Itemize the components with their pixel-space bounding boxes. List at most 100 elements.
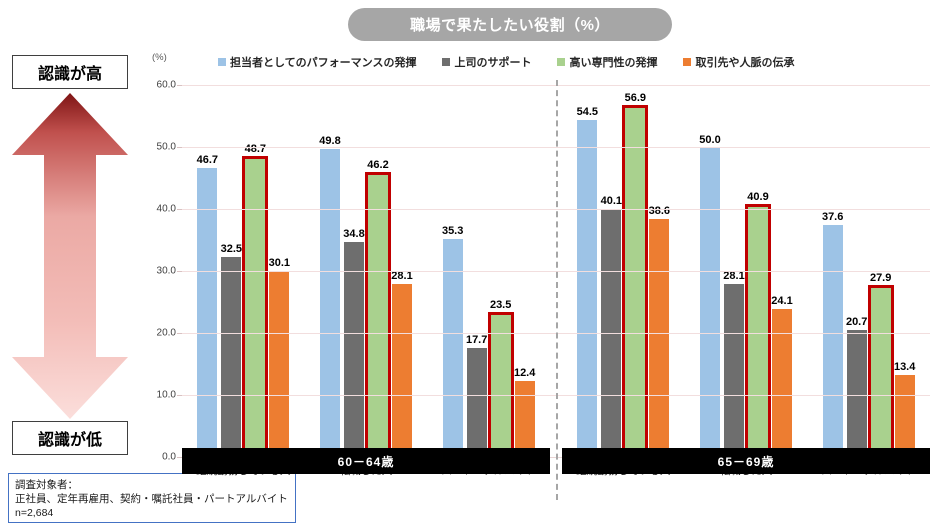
bar-slot: 24.1 (771, 86, 793, 458)
bar-value-label: 54.5 (576, 106, 599, 119)
bar-value-label: 35.3 (441, 225, 464, 238)
bar[interactable]: 28.1 (723, 270, 745, 458)
panel-age-60-64: 46.732.548.730.1継続勤務している人49.834.846.228.… (182, 86, 550, 477)
bar-group-bars: 35.3 17.7 23.5 12.4 (427, 86, 550, 458)
bar-slot: 40.1 (601, 86, 622, 458)
age-band-label-1: 65－69歳 (562, 448, 930, 474)
bar-slot: 28.1 (723, 86, 745, 458)
bar-value-label: 49.8 (319, 135, 341, 148)
bar-group-bars: 49.8 34.8 46.2 28.1 (305, 86, 428, 458)
bar-value-label: 28.1 (391, 269, 413, 282)
bar-value-label: 17.7 (465, 334, 488, 347)
y-axis-tick-mark (177, 209, 182, 210)
bar-slot: 56.9 (622, 86, 649, 458)
chart-legend: 担当者としてのパフォーマンスの発揮 上司のサポート 高い専門性の発揮 取引先や人脈の伝… (218, 54, 794, 70)
bar-slot: 20.7 (846, 86, 867, 458)
bar-slot: 40.9 (744, 86, 771, 458)
footnote-line-2: 正社員、定年再雇用、契約・嘱託社員・パートアルバイト (15, 493, 288, 506)
y-axis-tick-label: 30.0 (156, 265, 176, 277)
legend-item-label: 担当者としてのパフォーマンスの発揮 (230, 57, 417, 69)
legend-swatch-icon (218, 58, 226, 66)
bar-group-bars: 54.5 40.1 56.9 38.6 (562, 86, 685, 458)
bar-slot: 13.4 (894, 86, 915, 458)
bar-value-label: 32.5 (220, 242, 243, 255)
bar[interactable]: 46.7 (197, 154, 218, 458)
bar[interactable]: 17.7 (466, 334, 487, 458)
bar[interactable]: 27.9 (867, 272, 894, 458)
bar-value-label: 20.7 (845, 315, 868, 328)
bar-group-bars: 37.6 20.7 27.9 13.4 (807, 86, 930, 458)
chart-container: (%) 担当者としてのパフォーマンスの発揮 上司のサポート 高い専門性の発揮 取引先や… (140, 50, 930, 500)
y-axis-tick-label: 50.0 (156, 141, 176, 153)
awareness-low-label: 認識が低 (12, 421, 128, 455)
bar-value-label: 48.7 (244, 143, 267, 156)
bar[interactable]: 56.9 (622, 92, 649, 458)
bar-group: 37.620.727.913.4パート・アルバイト (807, 86, 930, 477)
panel-age-65-69: 54.540.156.938.6継続勤務している人50.028.140.924.… (562, 86, 930, 477)
bar-value-label: 40.9 (747, 191, 769, 204)
bar-value-label: 37.6 (821, 210, 844, 223)
y-axis-tick-mark (177, 147, 182, 148)
legend-item-label: 高い専門性の発揮 (569, 57, 658, 69)
y-axis-tick-label: 20.0 (156, 327, 176, 339)
bar[interactable]: 37.6 (822, 211, 843, 458)
bar-slot: 27.9 (867, 86, 894, 458)
y-axis-tick-label: 0.0 (162, 451, 176, 463)
awareness-low-text: 認識が低 (37, 432, 102, 449)
awareness-high-text: 認識が高 (37, 66, 102, 83)
awareness-high-label: 認識が高 (12, 55, 128, 89)
legend-item-1[interactable]: 上司のサポート (442, 54, 531, 70)
bar-value-label: 38.6 (648, 204, 671, 217)
bar-group: 50.028.140.924.1転職した人 (685, 86, 808, 477)
legend-item-0[interactable]: 担当者としてのパフォーマンスの発揮 (218, 54, 416, 70)
bar[interactable]: 40.9 (744, 191, 771, 458)
legend-item-label: 上司のサポート (454, 57, 532, 69)
legend-item-3[interactable]: 取引先や人脈の伝承 (683, 54, 794, 70)
y-axis-tick-label: 60.0 (156, 79, 176, 91)
bar-slot: 34.8 (343, 86, 365, 458)
legend-swatch-icon (557, 58, 566, 66)
bar[interactable]: 12.4 (514, 367, 535, 458)
bar-slot: 49.8 (319, 86, 341, 458)
bar-group: 35.317.723.512.4パート・アルバイト (427, 86, 550, 477)
legend-swatch-icon (442, 58, 451, 66)
bar[interactable]: 35.3 (442, 225, 463, 458)
bar[interactable]: 20.7 (846, 316, 867, 458)
y-axis-tick-mark (177, 333, 182, 334)
bar-slot: 46.2 (364, 86, 391, 458)
bar[interactable]: 30.1 (269, 257, 290, 458)
bar-value-label: 56.9 (624, 92, 647, 105)
bar-group-bars: 50.0 28.1 40.9 24.1 (685, 86, 808, 458)
footnote-line-3: n=2,684 (15, 507, 54, 520)
bar-slot: 48.7 (242, 86, 269, 458)
legend-item-2[interactable]: 高い専門性の発揮 (557, 54, 657, 70)
bar[interactable]: 34.8 (343, 228, 365, 458)
bar[interactable]: 23.5 (487, 299, 514, 458)
double-arrow-icon (12, 93, 128, 419)
bar-value-label: 24.1 (771, 294, 793, 307)
page-title: 職場で果たしたい役割（%） (410, 17, 610, 34)
bar-value-label: 34.8 (343, 228, 365, 241)
bar[interactable]: 38.6 (649, 205, 670, 458)
bar[interactable]: 28.1 (391, 270, 413, 458)
bar[interactable]: 48.7 (242, 143, 269, 458)
bar-value-label: 46.7 (196, 154, 219, 167)
bar[interactable]: 32.5 (221, 243, 242, 458)
bar-slot: 35.3 (442, 86, 463, 458)
bar[interactable]: 46.2 (364, 159, 391, 458)
bar-slot: 50.0 (699, 86, 721, 458)
bar[interactable]: 50.0 (699, 134, 721, 458)
bar[interactable]: 24.1 (771, 295, 793, 458)
bar-value-label: 50.0 (699, 134, 721, 146)
y-axis-tick-label: 40.0 (156, 203, 176, 215)
chart-title-pill: 職場で果たしたい役割（%） (348, 8, 672, 41)
bar[interactable]: 13.4 (894, 361, 915, 458)
footnote-line-1: 調査対象者： (15, 479, 78, 491)
bar-value-label: 12.4 (513, 367, 536, 380)
bar-value-label: 27.9 (869, 272, 892, 285)
bar[interactable]: 49.8 (319, 135, 341, 458)
legend-swatch-icon (683, 58, 692, 66)
bar-value-label: 30.1 (268, 257, 291, 270)
bar-group: 54.540.156.938.6継続勤務している人 (562, 86, 685, 477)
bar[interactable]: 54.5 (577, 106, 598, 458)
